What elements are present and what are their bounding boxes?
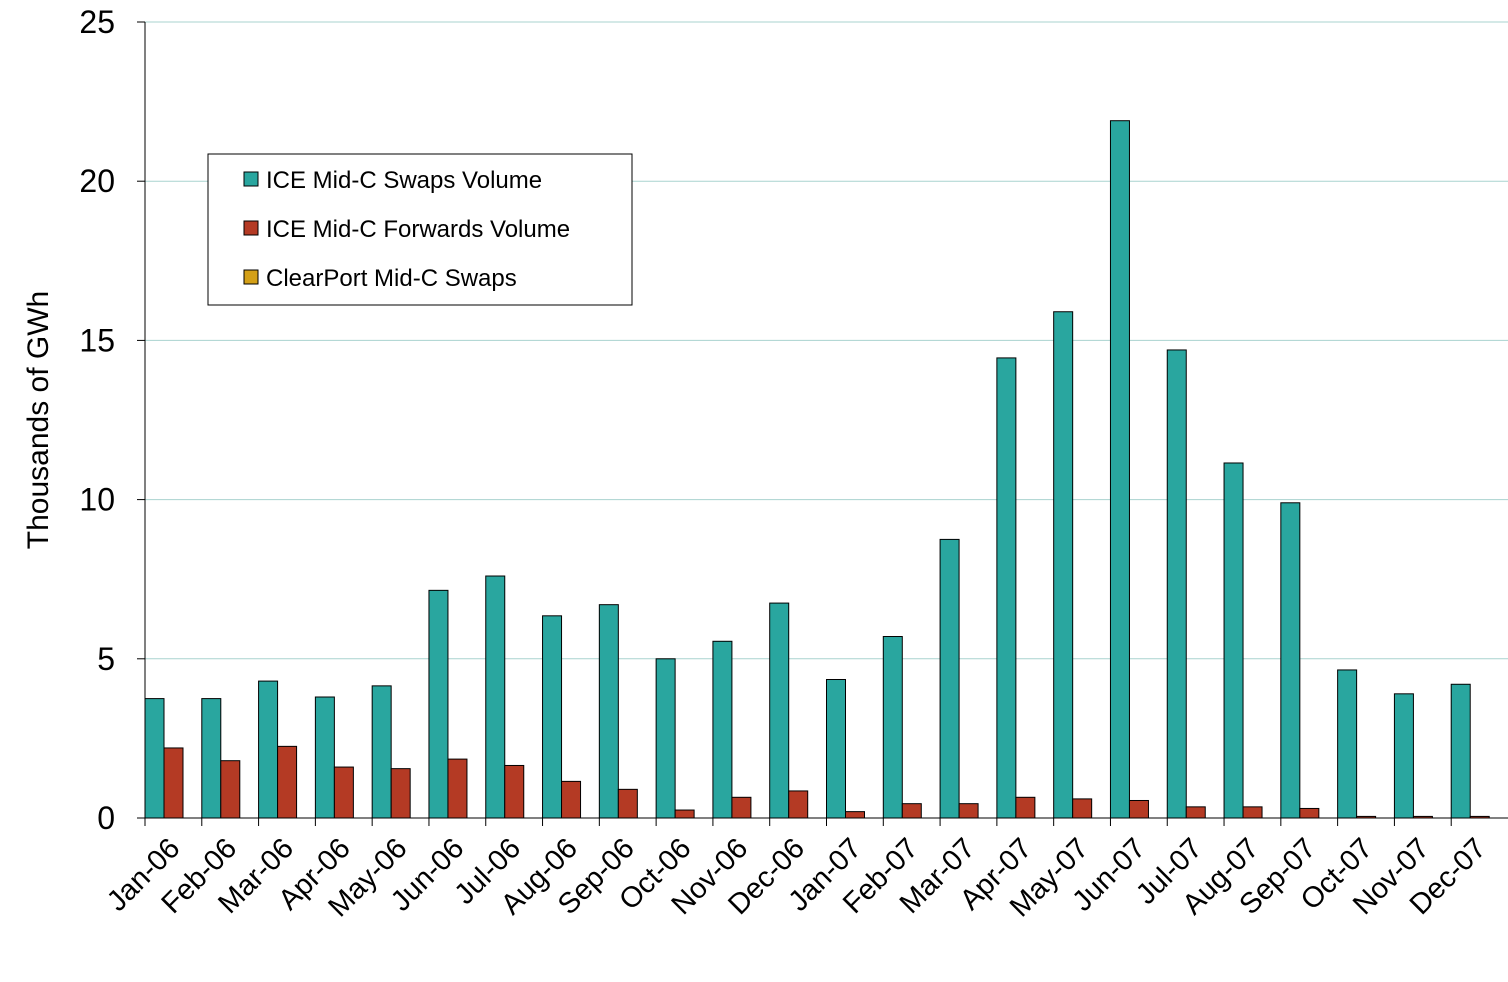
bar xyxy=(485,575,506,819)
bar xyxy=(845,811,865,819)
bar xyxy=(1053,311,1074,819)
bar xyxy=(731,796,752,819)
bar xyxy=(314,696,335,819)
y-axis-title: Thousands of GWh xyxy=(22,291,55,549)
y-tick-label: 5 xyxy=(97,641,115,677)
bar xyxy=(617,788,638,819)
bar xyxy=(939,538,960,819)
bar xyxy=(958,803,979,819)
legend: ICE Mid-C Swaps Volume ICE Mid-C Forwards… xyxy=(207,153,633,306)
legend-label: ClearPort Mid-C Swaps xyxy=(266,265,517,292)
y-tick-label: 15 xyxy=(79,322,115,358)
bar xyxy=(1450,683,1471,819)
legend-swatch xyxy=(243,220,259,236)
bar xyxy=(1393,693,1414,819)
bar xyxy=(769,602,790,819)
bar xyxy=(1166,349,1187,819)
legend-label: ICE Mid-C Swaps Volume xyxy=(266,167,542,194)
bar xyxy=(542,615,563,819)
bar xyxy=(826,678,846,819)
bar xyxy=(788,790,809,819)
bar xyxy=(1185,806,1206,819)
bar xyxy=(390,768,411,819)
legend-label: ICE Mid-C Forwards Volume xyxy=(266,216,570,243)
bar xyxy=(1242,806,1263,819)
legend-swatch xyxy=(243,269,259,285)
bar xyxy=(996,357,1017,819)
bar xyxy=(1128,799,1149,819)
bar xyxy=(655,658,676,819)
bar xyxy=(428,589,449,819)
bar xyxy=(901,803,922,819)
bar xyxy=(220,760,241,819)
bar xyxy=(258,680,279,819)
bar xyxy=(882,636,903,819)
bar xyxy=(163,747,184,819)
bar xyxy=(1072,798,1093,819)
bar xyxy=(371,685,392,819)
y-tick-label: 10 xyxy=(79,482,115,518)
bar xyxy=(144,698,165,819)
y-tick-label: 25 xyxy=(79,4,115,40)
bar xyxy=(1299,807,1320,819)
bar xyxy=(277,745,298,819)
bar xyxy=(333,766,354,819)
bar xyxy=(447,758,468,819)
bar xyxy=(674,809,695,819)
bar xyxy=(1109,120,1130,819)
bar xyxy=(1223,462,1244,819)
bar xyxy=(504,764,525,819)
bar xyxy=(1015,796,1036,819)
bar xyxy=(561,780,582,819)
bar xyxy=(201,698,222,819)
bar xyxy=(598,604,619,819)
legend-swatch xyxy=(243,171,259,187)
bar xyxy=(1280,502,1301,819)
y-tick-label: 0 xyxy=(97,800,115,836)
bar xyxy=(1337,669,1358,819)
y-tick-label: 20 xyxy=(79,163,115,199)
legend-box xyxy=(207,153,633,306)
bar xyxy=(712,640,733,819)
